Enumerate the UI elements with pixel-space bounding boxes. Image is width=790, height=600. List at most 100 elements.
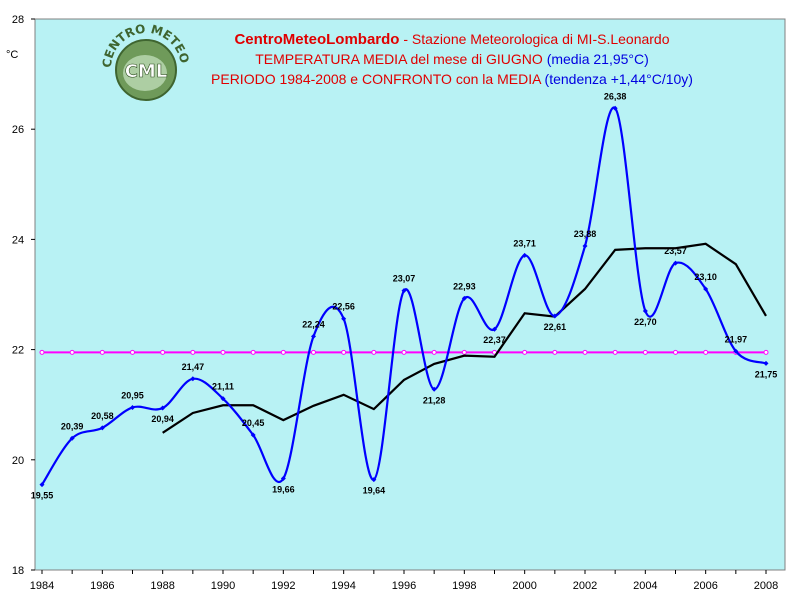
x-tick-label: 2008 — [754, 580, 778, 592]
annual-point — [160, 405, 166, 411]
x-tick-label: 1992 — [271, 580, 295, 592]
data-label: 23,07 — [393, 274, 416, 284]
mean-point — [431, 349, 437, 355]
x-tick-label: 1990 — [211, 580, 235, 592]
mean-point — [371, 349, 377, 355]
mean-point — [39, 349, 45, 355]
x-axis: 1984 1986 1988 1990 1992 1994 1996 1998 2000 2002… — [30, 570, 778, 592]
data-labels: 19,55 20,39 20,58 20,95 20,94 21,47 21,11 20,45… — [31, 91, 778, 500]
mean-point — [341, 349, 347, 355]
y-unit-label: °C — [6, 49, 18, 61]
data-label: 26,38 — [604, 91, 627, 101]
data-label: 21,47 — [182, 362, 205, 372]
title-line-2: TEMPERATURA MEDIA del mese di GIUGNO (me… — [255, 51, 649, 67]
moving-average-series — [162, 242, 767, 434]
y-tick-label: 22 — [12, 345, 24, 357]
data-label: 19,64 — [363, 486, 386, 496]
data-label: 21,97 — [725, 334, 748, 344]
annual-point — [280, 476, 286, 482]
annual-point — [642, 308, 648, 314]
annual-point — [250, 432, 256, 438]
y-tick-label: 18 — [12, 565, 24, 577]
title-brand: CentroMeteoLombardo — [234, 31, 399, 48]
data-label: 20,58 — [91, 411, 114, 421]
annual-point — [341, 316, 347, 322]
x-tick-label: 1988 — [150, 580, 174, 592]
annual-point — [703, 286, 709, 292]
annual-point — [130, 404, 135, 410]
x-tick-label: 2004 — [633, 580, 657, 592]
title-mean: (media 21,95°C) — [547, 51, 649, 67]
mean-point — [401, 349, 407, 355]
mean-point — [582, 349, 588, 355]
annual-series — [39, 105, 769, 488]
mean-point — [130, 349, 135, 355]
data-label: 20,45 — [242, 418, 265, 428]
mean-point — [69, 349, 75, 355]
mean-point — [220, 349, 226, 355]
x-tick-label: 1986 — [90, 580, 114, 592]
annual-point — [69, 435, 75, 441]
logo-initials: CML — [125, 61, 168, 82]
annual-point — [220, 396, 226, 402]
annual-point — [582, 243, 588, 249]
annual-point — [552, 313, 558, 319]
data-label: 23,10 — [694, 272, 717, 282]
mean-point — [160, 349, 166, 355]
mean-point — [190, 349, 196, 355]
mean-point — [250, 349, 256, 355]
data-label: 23,57 — [664, 246, 687, 256]
annual-point — [311, 333, 316, 339]
mean-point — [461, 349, 467, 355]
annual-point — [492, 326, 497, 332]
data-label: 23,88 — [574, 229, 597, 239]
data-label: 23,71 — [513, 238, 536, 248]
x-tick-label: 2006 — [693, 580, 717, 592]
mean-point — [99, 349, 105, 355]
mean-point — [612, 349, 618, 355]
annual-point — [461, 295, 467, 301]
mean-series — [39, 349, 769, 355]
y-tick-label: 26 — [12, 124, 24, 136]
annual-point — [190, 376, 196, 382]
title-period: PERIODO 1984-2008 e CONFRONTO con la MED… — [211, 71, 545, 87]
data-label: 21,75 — [755, 369, 778, 379]
annual-point — [673, 260, 678, 266]
y-tick-label: 28 — [12, 14, 24, 26]
x-tick-label: 2002 — [573, 580, 597, 592]
x-tick-label: 2000 — [512, 580, 536, 592]
title-station: - Stazione Meteorologica di MI-S.Leonard… — [399, 31, 669, 47]
mean-point — [311, 349, 316, 355]
title-month: TEMPERATURA MEDIA del mese di GIUGNO — [255, 51, 546, 67]
data-label: 22,70 — [634, 317, 657, 327]
annual-point — [371, 477, 377, 483]
data-label: 20,95 — [121, 390, 144, 400]
mean-point — [763, 349, 769, 355]
title-line-1: CentroMeteoLombardo - Stazione Meteorolo… — [234, 31, 669, 48]
data-label: 22,61 — [544, 322, 567, 332]
data-label: 19,66 — [272, 485, 295, 495]
title-line-3: PERIODO 1984-2008 e CONFRONTO con la MED… — [211, 71, 693, 87]
logo-region-shape — [123, 55, 167, 91]
data-label: 20,94 — [151, 414, 174, 424]
annual-point — [763, 360, 769, 366]
y-tick-label: 20 — [12, 455, 24, 467]
mean-point — [522, 349, 528, 355]
x-tick-label: 1996 — [392, 580, 416, 592]
data-label: 22,56 — [332, 302, 355, 312]
data-label: 19,55 — [31, 491, 54, 501]
mean-point — [703, 349, 709, 355]
annual-point — [612, 105, 618, 111]
data-label: 20,39 — [61, 421, 84, 431]
mean-point — [280, 349, 286, 355]
data-label: 22,93 — [453, 281, 476, 291]
chart-title: CentroMeteoLombardo - Stazione Meteorolo… — [211, 31, 693, 87]
x-tick-label: 1984 — [30, 580, 54, 592]
data-label: 22,24 — [302, 319, 325, 329]
data-label: 22,37 — [483, 335, 506, 345]
annual-point — [401, 288, 407, 294]
annual-point — [39, 482, 45, 488]
title-trend: (tendenza +1,44°C/10y) — [545, 71, 693, 87]
data-label: 21,28 — [423, 395, 446, 405]
